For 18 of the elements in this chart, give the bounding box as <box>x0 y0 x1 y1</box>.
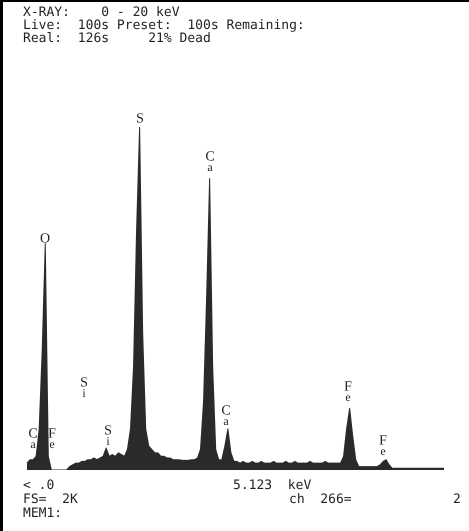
annotation: Si <box>104 424 112 448</box>
annotation: Ca <box>205 150 215 174</box>
text: MEM1: <box>23 506 62 521</box>
text: Live: 100s Preset: 100s Remaining: <box>23 18 305 33</box>
text: Real: 126s 21% Dead <box>23 31 211 46</box>
text: ch 266= <box>289 492 352 507</box>
text: S <box>136 112 144 127</box>
annotation: Fe <box>379 434 388 458</box>
annotation: O <box>40 232 50 247</box>
annotation: Ca <box>221 404 231 428</box>
annotation: Fe <box>48 426 56 452</box>
text: < .0 <box>23 478 54 493</box>
annotation: Ca <box>28 426 38 452</box>
text: X-RAY: 0 - 20 keV <box>23 5 180 20</box>
text: 2 <box>453 492 461 507</box>
text: 5.123 keV <box>233 478 312 493</box>
annotation: Fe <box>344 380 352 404</box>
text: FS= 2K <box>23 492 78 507</box>
